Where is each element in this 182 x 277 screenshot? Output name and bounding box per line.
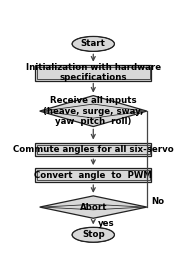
Text: No: No: [151, 197, 164, 206]
Text: yes: yes: [98, 219, 114, 228]
Bar: [35, 168, 151, 182]
Text: Start: Start: [81, 39, 106, 48]
Bar: [37, 67, 150, 79]
Text: Stop: Stop: [82, 230, 105, 239]
Bar: [37, 145, 150, 154]
Text: Initialization with hardware
specifications: Initialization with hardware specificati…: [26, 63, 161, 82]
Bar: [35, 65, 151, 81]
Bar: [35, 143, 151, 157]
Text: Abort: Abort: [80, 202, 107, 212]
Ellipse shape: [72, 37, 114, 51]
Polygon shape: [40, 96, 147, 127]
Ellipse shape: [72, 227, 114, 242]
Text: Commute angles for all six-servo: Commute angles for all six-servo: [13, 145, 174, 154]
Polygon shape: [40, 196, 147, 218]
Text: Receive all inputs
(heave, surge, sway,
yaw  pitch  roll): Receive all inputs (heave, surge, sway, …: [43, 96, 144, 126]
Bar: [37, 170, 150, 180]
Text: Convert  angle  to  PWM: Convert angle to PWM: [34, 171, 152, 179]
